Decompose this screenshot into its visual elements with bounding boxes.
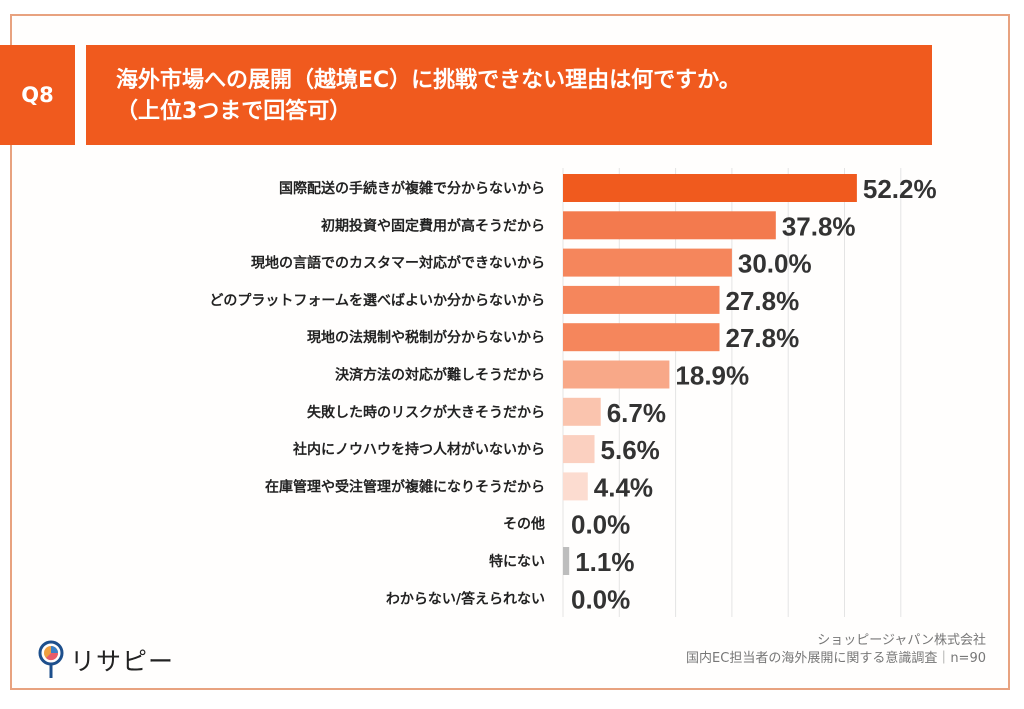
bar (563, 285, 720, 314)
value-label: 4.4% (594, 472, 653, 502)
value-label: 52.2% (863, 174, 937, 204)
category-label: 決済方法の対応が難しそうだから (335, 367, 545, 384)
bar (563, 174, 857, 202)
source-credit: ショッピージャパン株式会社 国内EC担当者の海外展開に関する意識調査｜n=90 (686, 632, 986, 668)
value-label: 30.0% (738, 249, 812, 279)
value-label: 27.8% (726, 323, 800, 353)
value-label: 6.7% (607, 398, 666, 428)
category-label: どのプラットフォームを選べばよいか分からないから (209, 293, 545, 309)
bar (563, 397, 601, 426)
bar (563, 360, 670, 389)
question-number: Q8 (0, 45, 75, 145)
logo-text: リサピー (70, 647, 175, 676)
value-label: 1.1% (575, 547, 634, 577)
title-line-2: （上位3つまで回答可） (116, 99, 352, 124)
company-name: ショッピージャパン株式会社 (817, 633, 986, 648)
category-label: 特にない (489, 553, 545, 570)
bar (563, 248, 732, 277)
category-label: わからない/答えられない (386, 590, 545, 607)
category-label: 初期投資や固定費用が高そうだから (321, 217, 545, 234)
bar (563, 211, 776, 240)
value-label: 0.0% (571, 510, 630, 540)
survey-name: 国内EC担当者の海外展開に関する意識調査｜n=90 (686, 651, 986, 666)
bar (563, 547, 570, 575)
value-label: 5.6% (601, 435, 660, 465)
category-label: 失敗した時のリスクが大きそうだから (307, 404, 545, 421)
value-label: 0.0% (571, 584, 630, 614)
title-line-1: 海外市場への展開（越境EC）に挑戦できない理由は何ですか。 (116, 68, 741, 93)
category-label: 社内にノウハウを持つ人材がいないから (292, 441, 545, 458)
category-label: 現地の言語でのカスタマー対応ができないから (251, 255, 545, 272)
bar (563, 472, 588, 501)
bar (563, 323, 720, 352)
logo: リサピー (38, 640, 174, 680)
logo-pin-icon (38, 640, 64, 678)
category-label: その他 (503, 516, 545, 533)
question-title: 海外市場への展開（越境EC）に挑戦できない理由は何ですか。 （上位3つまで回答可… (86, 45, 932, 145)
category-label: 国際配送の手続きが複雑で分からないから (279, 180, 545, 197)
category-label: 現地の法規制や税制が分からないから (307, 329, 545, 346)
bar (563, 435, 595, 464)
value-label: 27.8% (726, 286, 800, 316)
value-label: 37.8% (782, 211, 856, 241)
category-label: 在庫管理や受注管理が複雑になりそうだから (265, 478, 545, 495)
value-label: 18.9% (675, 361, 749, 391)
